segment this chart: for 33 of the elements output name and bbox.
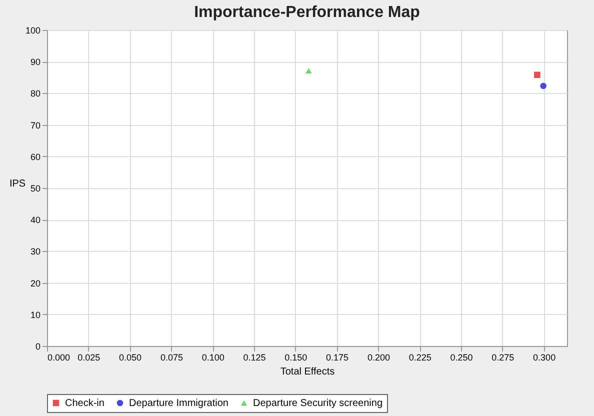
x-tick-label: 0.275	[492, 352, 514, 362]
point	[305, 68, 312, 74]
x-tick-label: 0.150	[284, 352, 308, 362]
x-tick-label: 0.125	[243, 352, 266, 362]
y-tick-label: 20	[30, 278, 40, 288]
y-tick-label: 60	[30, 152, 40, 162]
x-tick-label: 0.050	[119, 352, 142, 362]
y-tick-label: 80	[30, 88, 40, 99]
y-tick-label: 30	[30, 246, 40, 257]
legend-label: Departure Security screening	[253, 398, 383, 409]
x-tick-label: 0.175	[326, 352, 349, 362]
chart-title: Importance-Performance Map	[194, 4, 420, 21]
y-tick-label: 40	[30, 215, 40, 226]
x-tick-label: 0.250	[450, 352, 473, 362]
legend-label: Departure Immigration	[129, 398, 228, 409]
y-axis-title: IPS	[9, 178, 26, 190]
x-tick-label: 0.025	[78, 352, 100, 362]
x-tick-label: 0.200	[367, 352, 390, 362]
point	[534, 72, 540, 78]
x-tick-label: 0.300	[533, 352, 556, 362]
x-tick-label: 0.100	[202, 352, 224, 362]
point	[540, 82, 546, 90]
x-axis-title: Total Effects	[280, 366, 335, 378]
y-tick-label: 50	[30, 184, 40, 194]
x-tick-label: 0.075	[160, 352, 183, 362]
y-tick-label: 70	[30, 120, 40, 130]
x-tick-label: 0.000	[48, 352, 70, 362]
y-tick-label: 100	[25, 26, 40, 36]
y-tick-label: 10	[30, 310, 40, 320]
y-tick-label: 90	[30, 57, 40, 68]
legend-label: Check-in	[65, 398, 104, 409]
x-tick-label: 0.225	[408, 352, 432, 362]
y-tick-label: 0	[35, 342, 40, 352]
